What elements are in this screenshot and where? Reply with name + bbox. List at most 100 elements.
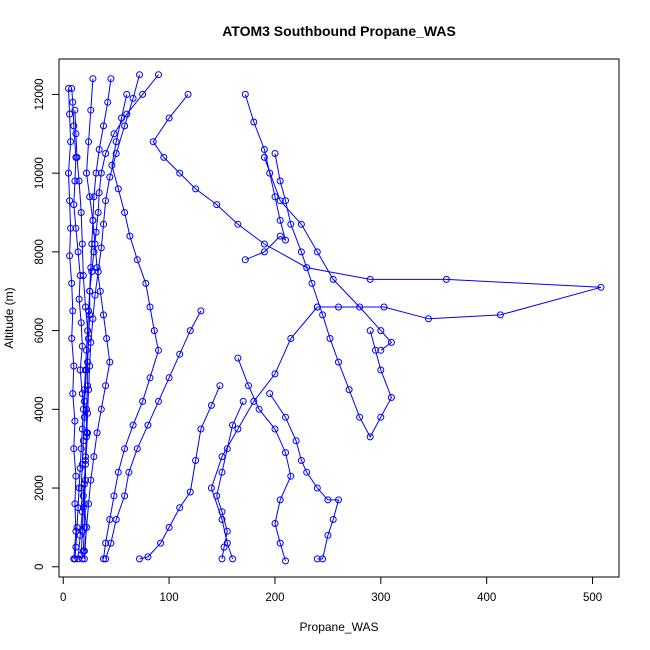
data-point xyxy=(597,283,605,291)
data-point xyxy=(129,94,137,102)
data-point xyxy=(324,531,332,539)
data-point xyxy=(76,531,84,539)
data-point xyxy=(80,480,88,488)
data-point xyxy=(78,555,86,563)
data-point xyxy=(276,496,284,504)
data-point xyxy=(125,468,133,476)
data-point xyxy=(287,472,295,480)
data-point xyxy=(110,492,118,500)
series-line xyxy=(152,94,602,320)
data-point xyxy=(102,555,110,563)
data-point xyxy=(271,150,279,157)
data-point xyxy=(107,539,115,547)
data-point xyxy=(335,358,342,366)
data-point xyxy=(197,425,205,433)
data-point xyxy=(149,138,157,146)
data-point xyxy=(78,527,86,535)
data-point xyxy=(241,256,249,264)
data-point xyxy=(271,193,279,201)
data-point xyxy=(239,397,247,405)
data-point xyxy=(90,248,98,256)
data-point xyxy=(282,197,289,205)
data-point xyxy=(102,150,110,157)
y-axis-ticks: 0 2000 4000 6000 8000 10000 12000 xyxy=(34,78,59,570)
data-point xyxy=(80,500,88,508)
data-point xyxy=(74,248,82,256)
data-point xyxy=(234,354,242,362)
data-series xyxy=(271,150,395,441)
x-tick-label: 0 xyxy=(60,592,66,604)
data-point xyxy=(372,346,379,354)
data-point xyxy=(90,193,98,201)
data-point xyxy=(107,75,115,83)
data-point xyxy=(303,264,311,272)
data-point xyxy=(136,555,143,563)
data-point xyxy=(133,445,141,453)
data-point xyxy=(150,327,158,335)
data-point xyxy=(100,311,107,319)
series-line xyxy=(269,393,340,560)
data-point xyxy=(112,516,120,523)
data-point xyxy=(94,268,102,276)
data-point xyxy=(442,275,450,283)
data-point xyxy=(387,338,395,346)
data-point xyxy=(78,342,86,350)
data-point xyxy=(313,248,321,256)
data-series xyxy=(149,90,605,323)
data-point xyxy=(66,197,74,205)
data-point xyxy=(78,240,86,248)
data-series xyxy=(78,75,115,563)
x-tick-label: 500 xyxy=(583,592,602,604)
data-point xyxy=(276,177,284,185)
data-point xyxy=(245,382,252,390)
data-point xyxy=(84,358,92,366)
data-point xyxy=(94,209,102,216)
data-point xyxy=(103,335,111,342)
data-series xyxy=(77,71,143,559)
data-point xyxy=(73,523,81,531)
x-axis-label: Propane_WAS xyxy=(300,620,379,634)
data-point xyxy=(71,106,79,114)
series-line xyxy=(105,310,202,560)
data-point xyxy=(142,279,150,287)
data-point xyxy=(223,527,231,535)
data-series xyxy=(234,354,295,565)
data-point xyxy=(114,468,122,476)
x-tick-label: 200 xyxy=(265,592,284,604)
y-tick-label: 0 xyxy=(34,564,46,570)
data-point xyxy=(114,185,122,193)
data-point xyxy=(72,543,80,551)
data-point xyxy=(297,220,305,228)
data-point xyxy=(176,169,184,177)
data-point xyxy=(319,555,327,563)
data-point xyxy=(70,362,78,370)
y-tick-label: 12000 xyxy=(34,78,46,110)
data-point xyxy=(70,201,78,209)
data-point xyxy=(72,224,80,232)
data-point xyxy=(213,492,221,500)
x-tick-label: 300 xyxy=(371,592,390,604)
data-point xyxy=(155,397,162,405)
data-point xyxy=(218,453,226,461)
data-point xyxy=(282,413,289,421)
data-point xyxy=(146,374,154,382)
data-point xyxy=(69,98,77,106)
data-point xyxy=(276,539,284,547)
data-point xyxy=(366,433,374,441)
data-point xyxy=(223,445,231,453)
y-tick-label: 10000 xyxy=(34,157,46,189)
data-point xyxy=(144,553,152,561)
data-point xyxy=(66,110,74,118)
data-point xyxy=(86,287,94,295)
data-point xyxy=(313,555,321,563)
data-point xyxy=(80,523,88,531)
data-point xyxy=(335,303,342,311)
data-point xyxy=(70,122,78,130)
data-point xyxy=(129,421,137,429)
data-point xyxy=(216,382,224,390)
data-point xyxy=(65,85,72,92)
data-point xyxy=(75,177,83,185)
data-point xyxy=(71,417,79,425)
data-point xyxy=(282,449,289,457)
